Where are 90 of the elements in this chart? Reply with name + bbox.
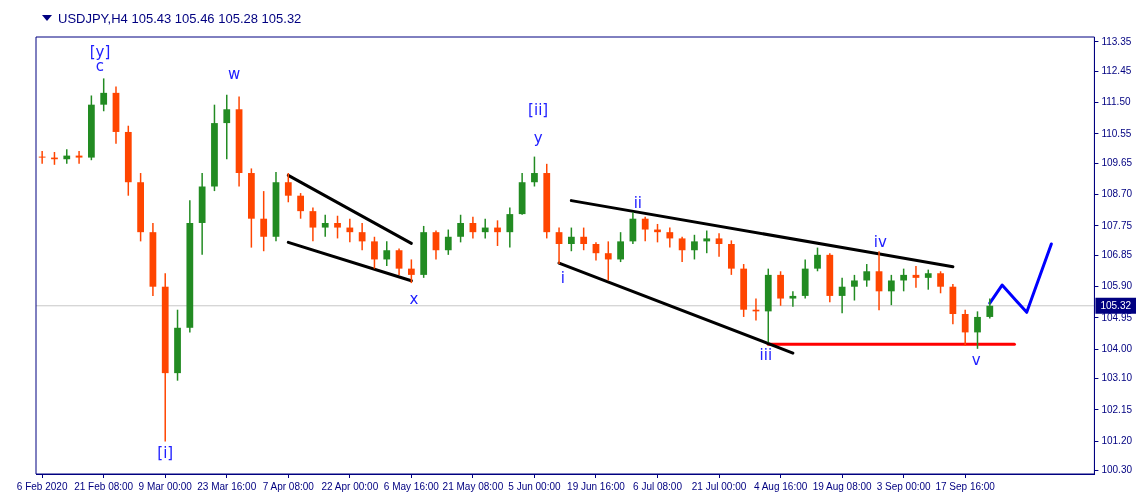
x-tick-label: 22 Apr 00:00 [321, 480, 379, 492]
annotation: w [228, 64, 241, 83]
candlestick [641, 215, 649, 243]
candlestick [38, 150, 46, 165]
candlestick [297, 192, 304, 220]
ref-line-label: 105.32 [1100, 299, 1132, 311]
candlestick [346, 217, 354, 244]
candlestick [383, 240, 391, 267]
candlestick [961, 308, 969, 347]
annotation: i [560, 269, 565, 288]
annotation: [ii] [528, 101, 549, 120]
candlestick [666, 226, 674, 249]
candlestick [924, 268, 932, 291]
candlestick [580, 226, 588, 251]
y-tick-label: 104.95 [1101, 311, 1133, 323]
candlestick [986, 297, 994, 320]
candlestick [838, 277, 846, 315]
y-tick-label: 107.75 [1101, 219, 1133, 231]
y-tick-label: 101.20 [1101, 434, 1133, 446]
candlestick [531, 155, 538, 188]
y-tick-label: 103.10 [1101, 372, 1133, 384]
candlestick [334, 214, 341, 240]
y-tick-label: 110.55 [1101, 127, 1132, 139]
candlestick [604, 240, 612, 282]
candlestick [814, 246, 821, 273]
candlestick [371, 236, 378, 270]
candlestick [407, 258, 415, 284]
annotation: x [409, 290, 419, 309]
annotation: v [971, 350, 981, 369]
candlestick [555, 226, 563, 265]
candlestick [900, 267, 908, 293]
candlestick [260, 190, 268, 252]
x-tick-label: 19 Jun 16:00 [567, 480, 626, 492]
candlestick [691, 234, 698, 261]
chart-title: USDJPY,H4 105.43 105.46 105.28 105.32 [58, 10, 302, 26]
x-tick-label: 23 Mar 16:00 [197, 480, 257, 492]
candlestick [284, 172, 292, 204]
candlestick [75, 150, 83, 165]
candlestick [567, 226, 575, 252]
x-tick-label: 7 Apr 08:00 [262, 480, 315, 492]
candlestick [863, 263, 871, 288]
x-tick-label: 21 May 08:00 [442, 480, 504, 492]
x-tick-label: 6 Jul 08:00 [633, 480, 683, 492]
candlestick [937, 270, 944, 295]
candlestick [481, 217, 489, 240]
x-tick-label: 9 Mar 00:00 [138, 480, 193, 492]
y-tick-label: 100.30 [1101, 464, 1133, 476]
x-tick-label: 6 May 16:00 [383, 480, 440, 492]
candlestick [395, 247, 403, 276]
candlestick [457, 214, 464, 244]
annotation: iii [759, 345, 773, 364]
candlestick [887, 274, 895, 306]
y-tick-label: 102.15 [1101, 403, 1133, 415]
candlestick [444, 228, 452, 256]
y-tick-label: 113.35 [1101, 35, 1132, 47]
y-tick-label: 105.90 [1101, 280, 1133, 292]
y-tick-label: 111.50 [1101, 96, 1131, 108]
candlestick [309, 206, 317, 243]
candlestick [715, 232, 723, 258]
y-tick-label: 106.85 [1101, 249, 1133, 261]
y-tick-label: 109.65 [1101, 157, 1133, 169]
candlestick [777, 270, 784, 307]
y-tick-label: 108.70 [1101, 188, 1133, 200]
x-tick-label: 4 Aug 16:00 [753, 480, 808, 492]
candlestick [974, 310, 981, 350]
candlestick [678, 236, 686, 263]
candlestick [494, 219, 501, 247]
x-tick-label: 5 Jun 00:00 [508, 480, 562, 492]
x-tick-label: 3 Sep 00:00 [876, 480, 932, 492]
candlestick [789, 290, 797, 308]
candlestick [506, 206, 514, 249]
x-tick-label: 17 Sep 16:00 [935, 480, 996, 492]
candlestick [617, 231, 624, 263]
candlestick [358, 222, 366, 251]
annotation: y [533, 129, 543, 148]
annotation: ii [633, 193, 642, 212]
candlestick [321, 214, 329, 238]
candlestick [912, 265, 920, 289]
candlestick [223, 94, 231, 160]
annotation: iv [873, 232, 887, 251]
candlestick [851, 274, 858, 302]
x-tick-label: 21 Feb 08:00 [74, 480, 134, 492]
candlestick [100, 77, 108, 113]
x-tick-label: 19 Aug 08:00 [812, 480, 873, 492]
x-tick-label: 6 Feb 2020 [16, 480, 68, 492]
y-tick-label: 104.00 [1101, 342, 1133, 354]
candlestick [703, 229, 711, 254]
annotation: [i] [157, 444, 174, 463]
x-tick-label: 21 Jul 00:00 [691, 480, 747, 492]
y-tick-label: 112.45 [1101, 65, 1132, 77]
